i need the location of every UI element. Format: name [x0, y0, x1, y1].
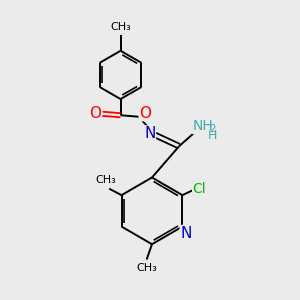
Text: O: O	[89, 106, 101, 121]
Text: 2: 2	[209, 124, 216, 134]
Text: N: N	[144, 126, 155, 141]
Text: CH₃: CH₃	[95, 176, 116, 185]
Text: CH₃: CH₃	[110, 22, 131, 32]
Text: O: O	[139, 106, 151, 121]
Text: CH₃: CH₃	[136, 263, 157, 273]
Text: N: N	[180, 226, 192, 241]
Text: Cl: Cl	[193, 182, 206, 196]
Text: H: H	[208, 129, 218, 142]
Text: NH: NH	[192, 119, 213, 134]
